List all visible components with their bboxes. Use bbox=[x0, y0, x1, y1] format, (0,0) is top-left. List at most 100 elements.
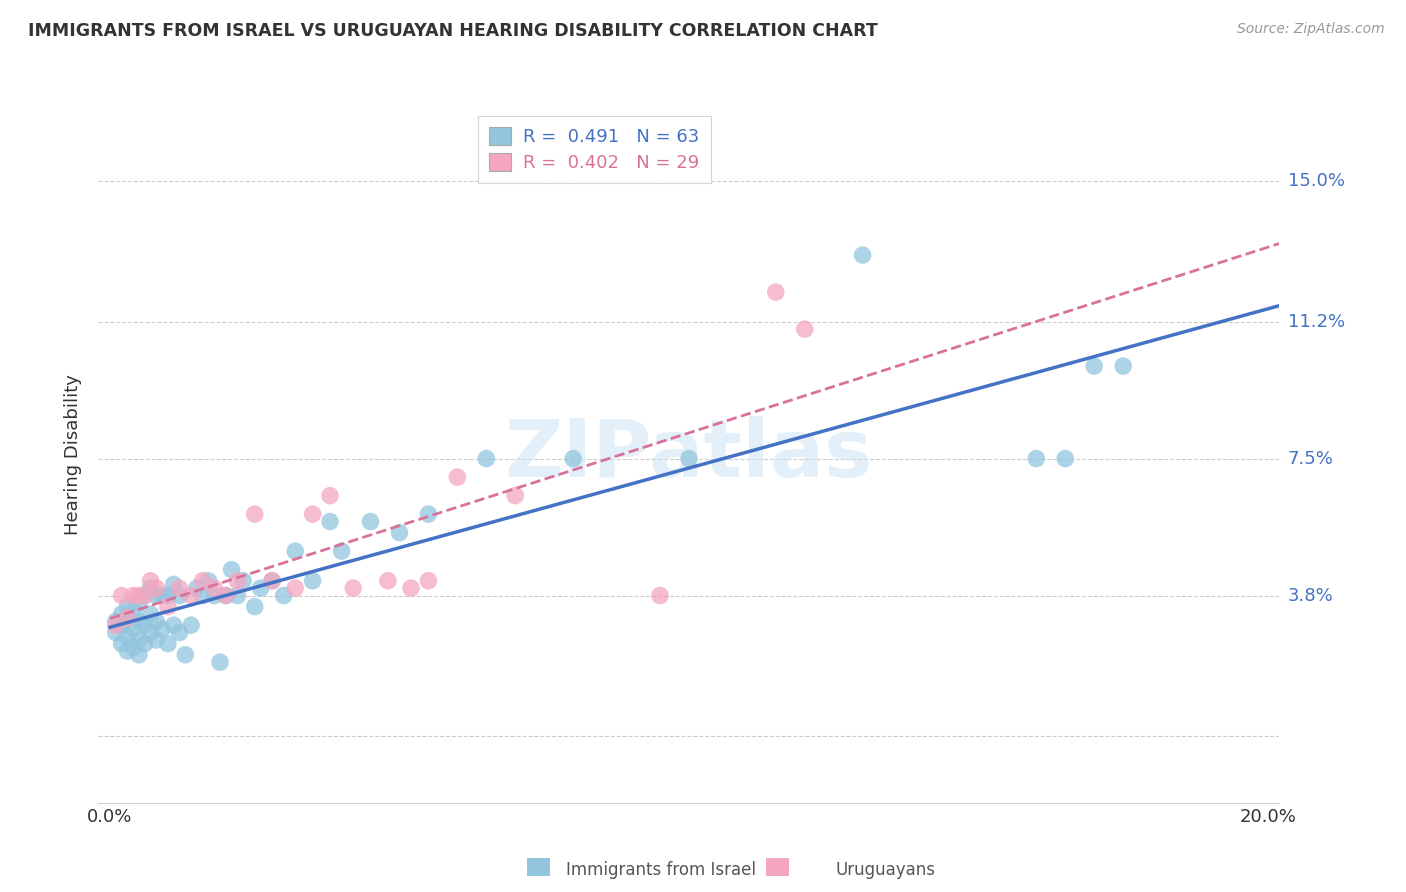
Point bbox=[208, 655, 231, 669]
Text: 3.8%: 3.8% bbox=[1288, 587, 1333, 605]
Point bbox=[191, 574, 214, 588]
Point bbox=[377, 574, 399, 588]
Point bbox=[1083, 359, 1105, 373]
Point bbox=[150, 589, 173, 603]
Point bbox=[562, 451, 585, 466]
Point bbox=[110, 637, 132, 651]
Point bbox=[134, 589, 156, 603]
Point bbox=[128, 648, 150, 662]
Point bbox=[360, 515, 382, 529]
Point bbox=[215, 589, 238, 603]
Point bbox=[262, 574, 284, 588]
Point bbox=[249, 581, 271, 595]
Legend: R =  0.491   N = 63, R =  0.402   N = 29: R = 0.491 N = 63, R = 0.402 N = 29 bbox=[478, 116, 710, 183]
Point bbox=[186, 581, 208, 595]
Point bbox=[156, 599, 179, 614]
Point bbox=[150, 622, 173, 636]
Point bbox=[122, 622, 145, 636]
Point bbox=[301, 574, 323, 588]
Point bbox=[202, 581, 225, 595]
Point bbox=[134, 618, 156, 632]
Point bbox=[226, 574, 249, 588]
Point bbox=[1054, 451, 1077, 466]
Text: 11.2%: 11.2% bbox=[1288, 313, 1346, 331]
Point bbox=[852, 248, 875, 262]
Point bbox=[273, 589, 295, 603]
Point bbox=[284, 544, 307, 558]
Point bbox=[232, 574, 254, 588]
Point bbox=[117, 629, 139, 643]
Point bbox=[145, 589, 167, 603]
Point bbox=[221, 563, 243, 577]
Point bbox=[139, 574, 162, 588]
Point bbox=[117, 611, 139, 625]
Point bbox=[145, 615, 167, 629]
Point bbox=[648, 589, 671, 603]
Point bbox=[104, 618, 127, 632]
Point bbox=[319, 515, 342, 529]
Point bbox=[128, 632, 150, 647]
Point bbox=[117, 611, 139, 625]
Point bbox=[128, 589, 150, 603]
Point bbox=[169, 625, 191, 640]
Point bbox=[169, 589, 191, 603]
Text: ZIPatlas: ZIPatlas bbox=[505, 416, 873, 494]
Point bbox=[388, 525, 411, 540]
Point bbox=[475, 451, 498, 466]
Point bbox=[128, 615, 150, 629]
Point bbox=[128, 596, 150, 610]
Point bbox=[117, 644, 139, 658]
Point bbox=[191, 589, 214, 603]
Point bbox=[104, 615, 127, 629]
Point bbox=[446, 470, 468, 484]
Point bbox=[180, 618, 202, 632]
Point bbox=[163, 577, 186, 591]
Text: IMMIGRANTS FROM ISRAEL VS URUGUAYAN HEARING DISABILITY CORRELATION CHART: IMMIGRANTS FROM ISRAEL VS URUGUAYAN HEAR… bbox=[28, 22, 877, 40]
Point bbox=[156, 637, 179, 651]
Text: Uruguayans: Uruguayans bbox=[835, 861, 936, 879]
Point bbox=[284, 581, 307, 595]
Point bbox=[174, 648, 197, 662]
Point bbox=[197, 574, 219, 588]
Point bbox=[418, 574, 440, 588]
Point bbox=[122, 640, 145, 655]
Point bbox=[418, 507, 440, 521]
Point bbox=[793, 322, 815, 336]
Point bbox=[139, 581, 162, 595]
Text: Immigrants from Israel: Immigrants from Israel bbox=[565, 861, 756, 879]
Point bbox=[180, 589, 202, 603]
Point bbox=[145, 632, 167, 647]
Point bbox=[330, 544, 353, 558]
Point bbox=[399, 581, 422, 595]
Point bbox=[117, 599, 139, 614]
Point bbox=[503, 489, 526, 503]
Point bbox=[215, 589, 238, 603]
Point bbox=[1112, 359, 1135, 373]
Point bbox=[765, 285, 787, 299]
Point bbox=[110, 589, 132, 603]
Point bbox=[169, 581, 191, 595]
Point bbox=[342, 581, 364, 595]
Point bbox=[122, 589, 145, 603]
Point bbox=[134, 637, 156, 651]
Point bbox=[262, 574, 284, 588]
Text: 7.5%: 7.5% bbox=[1288, 450, 1334, 467]
Point bbox=[678, 451, 700, 466]
Text: 15.0%: 15.0% bbox=[1288, 172, 1344, 190]
Point bbox=[156, 589, 179, 603]
Point bbox=[243, 507, 266, 521]
Text: Source: ZipAtlas.com: Source: ZipAtlas.com bbox=[1237, 22, 1385, 37]
Point bbox=[202, 589, 225, 603]
Point bbox=[163, 618, 186, 632]
Point bbox=[104, 625, 127, 640]
Point bbox=[139, 625, 162, 640]
Point bbox=[134, 589, 156, 603]
Point bbox=[110, 618, 132, 632]
Point bbox=[301, 507, 323, 521]
Point bbox=[122, 603, 145, 617]
Point bbox=[226, 589, 249, 603]
Y-axis label: Hearing Disability: Hearing Disability bbox=[65, 375, 83, 535]
Point bbox=[145, 581, 167, 595]
Point bbox=[319, 489, 342, 503]
Point bbox=[243, 599, 266, 614]
